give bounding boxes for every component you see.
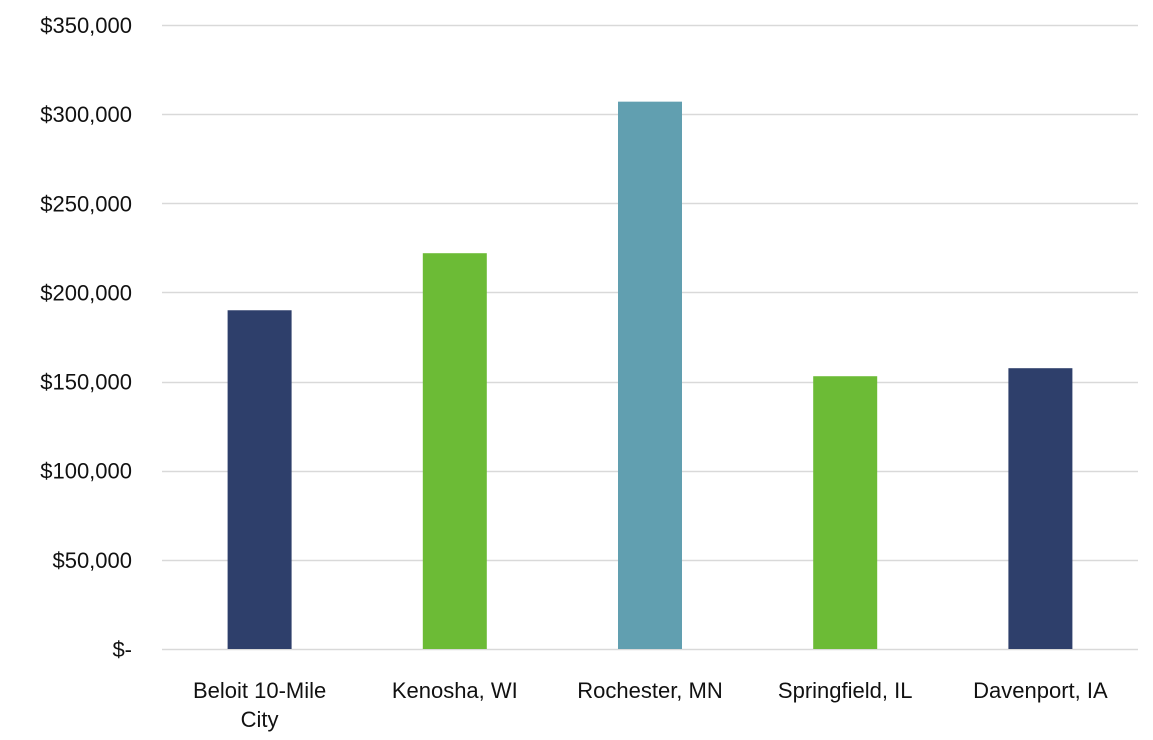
x-tick-label: Kenosha, WI bbox=[392, 678, 518, 703]
x-tick-label: Davenport, IA bbox=[973, 678, 1108, 703]
y-tick-label: $350,000 bbox=[40, 13, 132, 38]
y-axis-tick-labels: $- $50,000 $100,000 $150,000 $200,000 $250,00… bbox=[40, 13, 132, 662]
y-tick-label: $300,000 bbox=[40, 102, 132, 127]
bars bbox=[227, 101, 1073, 650]
bar bbox=[1008, 368, 1073, 649]
bar bbox=[227, 310, 292, 649]
bar bbox=[422, 253, 487, 649]
x-tick-label: Springfield, IL bbox=[778, 678, 913, 703]
y-tick-label: $150,000 bbox=[40, 370, 132, 395]
y-tick-label: $- bbox=[112, 637, 132, 662]
x-axis-category-labels: Beloit 10-Mile City Kenosha, WI Rochester, … bbox=[193, 678, 1108, 732]
x-tick-label: Rochester, MN bbox=[577, 678, 723, 703]
bar bbox=[813, 376, 878, 649]
y-tick-label: $250,000 bbox=[40, 191, 132, 216]
x-tick-label: City bbox=[241, 707, 279, 732]
x-tick-label: Beloit 10-Mile bbox=[193, 678, 326, 703]
y-tick-label: $200,000 bbox=[40, 280, 132, 305]
bar bbox=[618, 101, 682, 650]
y-tick-label: $100,000 bbox=[40, 459, 132, 484]
y-tick-label: $50,000 bbox=[52, 548, 132, 573]
